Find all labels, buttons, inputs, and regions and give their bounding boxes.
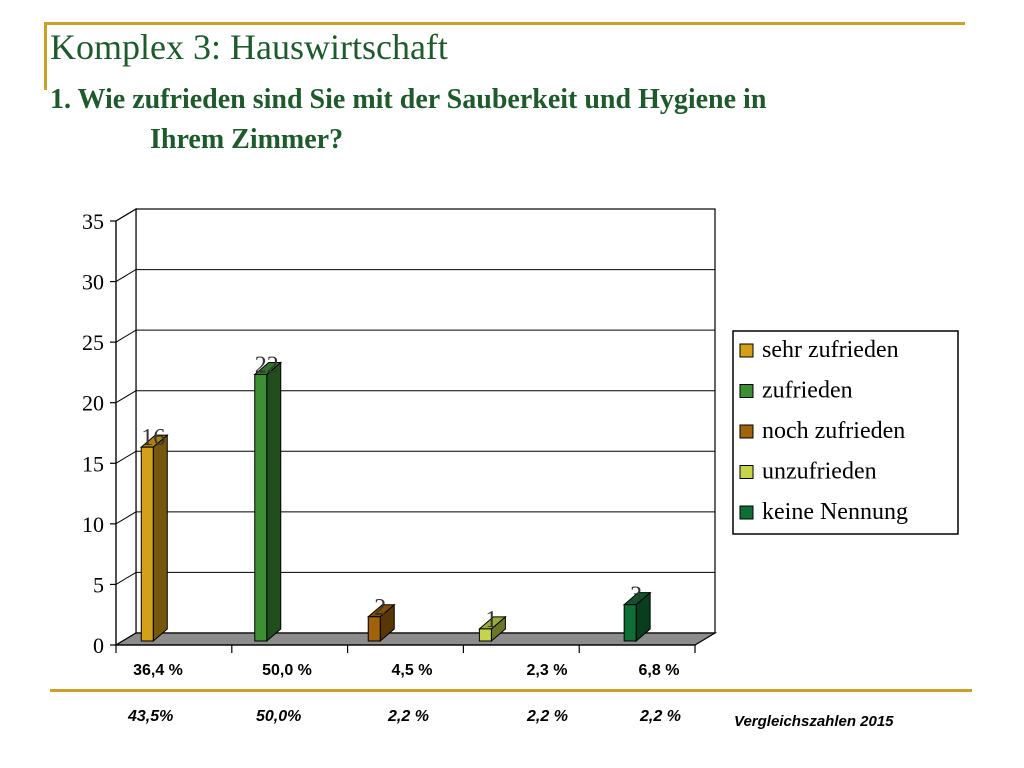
legend-item: unzufrieden [739, 459, 877, 485]
bar-2 [253, 361, 283, 643]
comparison-value: 2,2 % [640, 708, 681, 725]
y-tick-label: 10 [82, 512, 104, 537]
gridline-side [115, 511, 137, 525]
x-tick-label: 36,4 % [133, 662, 183, 679]
legend-label: sehr zufrieden [762, 337, 899, 363]
x-tick-label: 6,8 % [639, 662, 680, 679]
comparison-row: 43,5% 50,0% 2,2 % 2,2 % 2,2 % [0, 708, 1024, 732]
plot-area [115, 207, 716, 647]
y-tick-label: 25 [82, 330, 104, 355]
bar-3 [366, 603, 396, 643]
bar-side [266, 361, 282, 643]
gridline-side [115, 390, 137, 404]
legend-box [732, 330, 959, 535]
bar-front [254, 373, 268, 642]
gridline-side [115, 571, 137, 585]
gridline-side [115, 450, 137, 464]
y-axis: 0 5 10 15 20 25 30 35 [82, 209, 117, 658]
comparison-value: 50,0% [256, 708, 302, 725]
legend-swatch [739, 424, 754, 439]
legend-item: noch zufrieden [739, 418, 905, 444]
data-label: 3 [630, 583, 642, 609]
legend-item: sehr zufrieden [739, 337, 899, 363]
bar-front [367, 616, 381, 642]
gridline-side [115, 269, 137, 283]
bar-side [152, 434, 168, 643]
comparison-value: 43,5% [128, 708, 174, 725]
bar-front [140, 446, 154, 642]
bar-front [478, 628, 492, 642]
question-line-2: Ihrem Zimmer? [150, 124, 344, 155]
bar-1 [139, 434, 169, 643]
x-tick-label: 50,0 % [262, 662, 312, 679]
plot-side-wall [115, 207, 137, 647]
y-tick-label: 0 [93, 633, 104, 658]
legend-swatch [739, 465, 754, 479]
y-tick-label: 5 [93, 572, 104, 597]
header-top-rule [44, 22, 965, 25]
legend: sehr zufrieden zufrieden noch zufrieden unz… [732, 330, 959, 535]
legend-swatch [739, 384, 754, 398]
x-tick-label: 2,3 % [527, 662, 568, 679]
gridline-side [115, 208, 137, 222]
legend-label: keine Nennung [762, 499, 908, 525]
legend-label: zufrieden [762, 378, 853, 404]
legend-swatch [739, 505, 754, 520]
data-label: 16 [141, 425, 165, 451]
x-tick-label: 4,5 % [392, 662, 433, 679]
bar-4 [478, 615, 507, 643]
y-tick-label: 30 [82, 270, 104, 295]
question-text: 1. Wie zufrieden sind Sie mit der Sauber… [50, 80, 766, 160]
data-label: 22 [255, 352, 279, 378]
footer-rule [50, 689, 972, 692]
gridline-side [115, 329, 137, 343]
y-tick-label: 20 [82, 391, 104, 416]
legend-label: unzufrieden [762, 459, 877, 485]
comparison-label: Vergleichszahlen 2015 [734, 713, 894, 730]
y-tick-label: 35 [82, 209, 104, 234]
bar-front [623, 604, 637, 642]
bar-5 [622, 591, 652, 643]
plot-back-wall [135, 208, 716, 634]
page-title: Komplex 3: Hauswirtschaft [50, 27, 448, 67]
comparison-value: 2,2 % [388, 708, 429, 725]
data-label: 2 [374, 595, 386, 621]
legend-swatch [739, 343, 754, 358]
legend-item: zufrieden [739, 378, 853, 404]
comparison-value: 2,2 % [527, 708, 568, 725]
legend-item: keine Nennung [739, 499, 908, 525]
question-line-1: 1. Wie zufrieden sind Sie mit der Sauber… [50, 84, 767, 115]
data-label: 1 [485, 607, 497, 633]
y-tick-label: 15 [82, 451, 104, 476]
header-left-rule [44, 22, 47, 90]
bars [139, 361, 652, 643]
x-axis: 36,4 % 50,0 % 4,5 % 2,3 % 6,8 % [115, 644, 696, 679]
legend-label: noch zufrieden [762, 418, 905, 444]
